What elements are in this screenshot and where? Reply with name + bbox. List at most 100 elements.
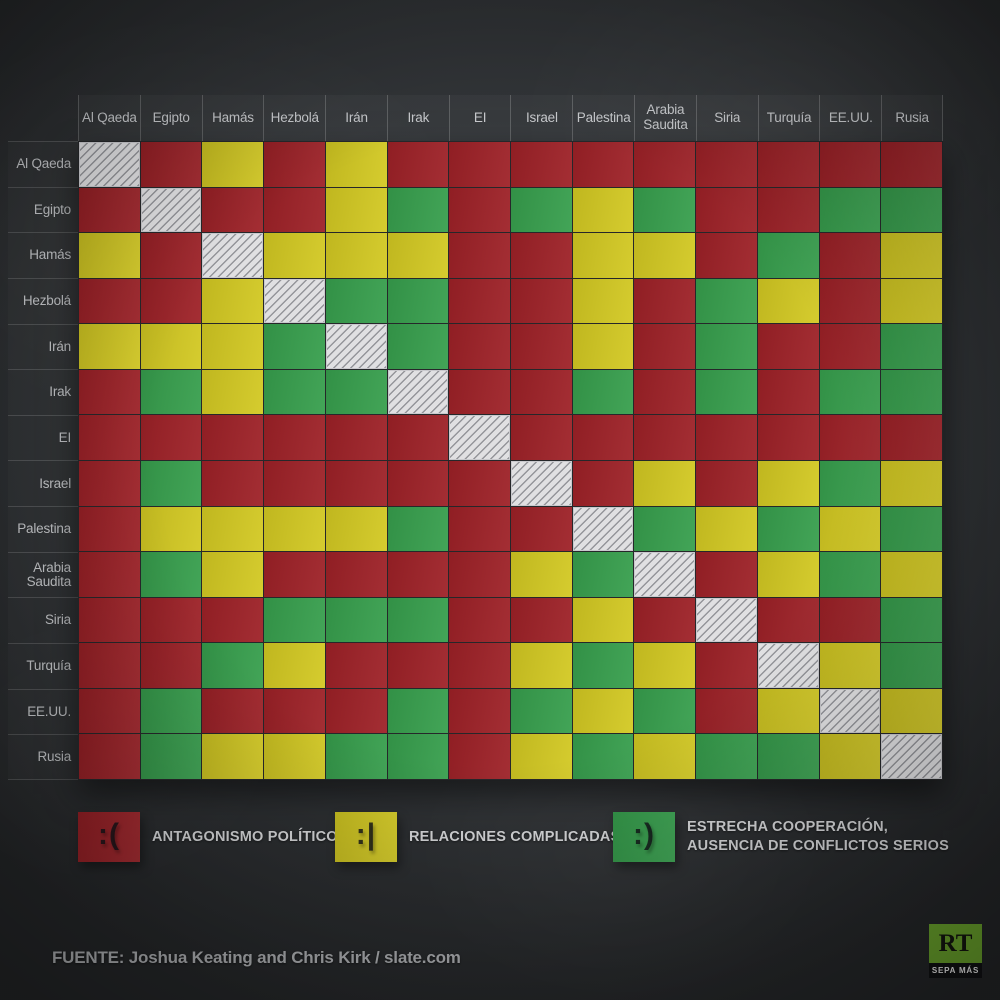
matrix-cell [819,278,881,324]
column-header: EI [448,95,511,141]
matrix-cell [202,369,264,415]
matrix-cell [202,734,264,779]
matrix-cell [79,369,140,415]
matrix-cell [634,506,696,552]
column-header: Siria [695,95,758,141]
matrix-cell [140,369,202,415]
matrix-cell [511,643,572,688]
matrix-cell [325,187,387,233]
matrix-cell [449,552,510,597]
matrix-cell [202,233,264,278]
matrix-cell [634,233,696,278]
matrix-cell [757,233,819,278]
legend-label-line: AUSENCIA DE CONFLICTOS SERIOS [687,838,949,854]
matrix-cell [634,369,696,415]
matrix-cell [881,415,942,460]
matrix-cell [264,278,325,324]
matrix-cell [325,415,387,460]
matrix-cell [634,643,696,688]
matrix-cell [325,734,387,779]
matrix-cell [325,233,387,278]
matrix-cell [881,369,942,415]
matrix-cell [881,142,942,187]
row-label: Irak [8,369,78,415]
row-label: Egipto [8,186,78,233]
matrix-cell [79,552,140,597]
matrix-cell [449,324,510,369]
matrix-cell [79,643,140,688]
legend-item-cooperation: :) ESTRECHA COOPERACIÓN, AUSENCIA DE CON… [613,812,949,862]
matrix-cell [634,278,696,324]
matrix-cell [696,643,757,688]
matrix-cell [757,552,819,597]
row-label: Hezbolá [8,277,78,324]
matrix-cell [325,688,387,734]
matrix-cell [449,187,510,233]
matrix-cell [140,461,202,506]
matrix-cell [387,369,449,415]
matrix-cell [140,142,202,187]
row-label: Israel [8,460,78,506]
matrix-cell [511,597,572,643]
column-header: EE.UU. [819,95,881,141]
matrix-cell [202,688,264,734]
column-header: Arabia Saudita [634,95,696,141]
matrix-cell [634,142,696,187]
matrix-cell [387,187,449,233]
column-header: Egipto [139,95,202,141]
matrix-cell [202,187,264,233]
matrix-cell [757,734,819,779]
matrix-cell [881,643,942,688]
matrix-cell [696,415,757,460]
matrix-cell [757,187,819,233]
matrix-cell [634,324,696,369]
row-label: Arabia Saudita [8,551,78,598]
matrix-cell [819,734,881,779]
matrix-cell [572,324,634,369]
matrix-cell [881,461,942,506]
matrix-cell [202,506,264,552]
matrix-cell [202,142,264,187]
matrix-cell [264,142,325,187]
rt-logo: RT SEPA MÁS [929,924,982,978]
matrix-cell [202,415,264,460]
matrix-cell [387,415,449,460]
column-header: Hamás [201,95,264,141]
matrix-cell [140,552,202,597]
matrix-cell [264,734,325,779]
matrix-cell [757,369,819,415]
matrix-cell [79,506,140,552]
matrix-cell [819,142,881,187]
matrix-cell [757,415,819,460]
column-header: Al Qaeda [78,95,140,141]
matrix-cell [449,142,510,187]
matrix-cell [572,734,634,779]
matrix-cell [202,643,264,688]
matrix-cell [140,688,202,734]
matrix-cell [881,552,942,597]
rt-logo-mark: RT [929,924,982,963]
matrix-cell [819,415,881,460]
matrix-cell [449,643,510,688]
column-header: Irán [325,95,387,141]
matrix-cell [449,597,510,643]
matrix-cell [79,415,140,460]
matrix-cell [79,233,140,278]
neutral-emoticon: :| [355,818,377,851]
matrix-cell [325,552,387,597]
matrix-cell [387,597,449,643]
matrix-cell [511,187,572,233]
matrix-cell [819,233,881,278]
matrix-cell [79,688,140,734]
matrix-cell [202,324,264,369]
matrix-cell [449,734,510,779]
matrix-cell [140,278,202,324]
matrix-cell [511,415,572,460]
matrix-cell [511,233,572,278]
matrix-cell [387,688,449,734]
matrix-cell [511,142,572,187]
matrix-cell [757,324,819,369]
matrix-cell [325,643,387,688]
matrix-cell [325,324,387,369]
